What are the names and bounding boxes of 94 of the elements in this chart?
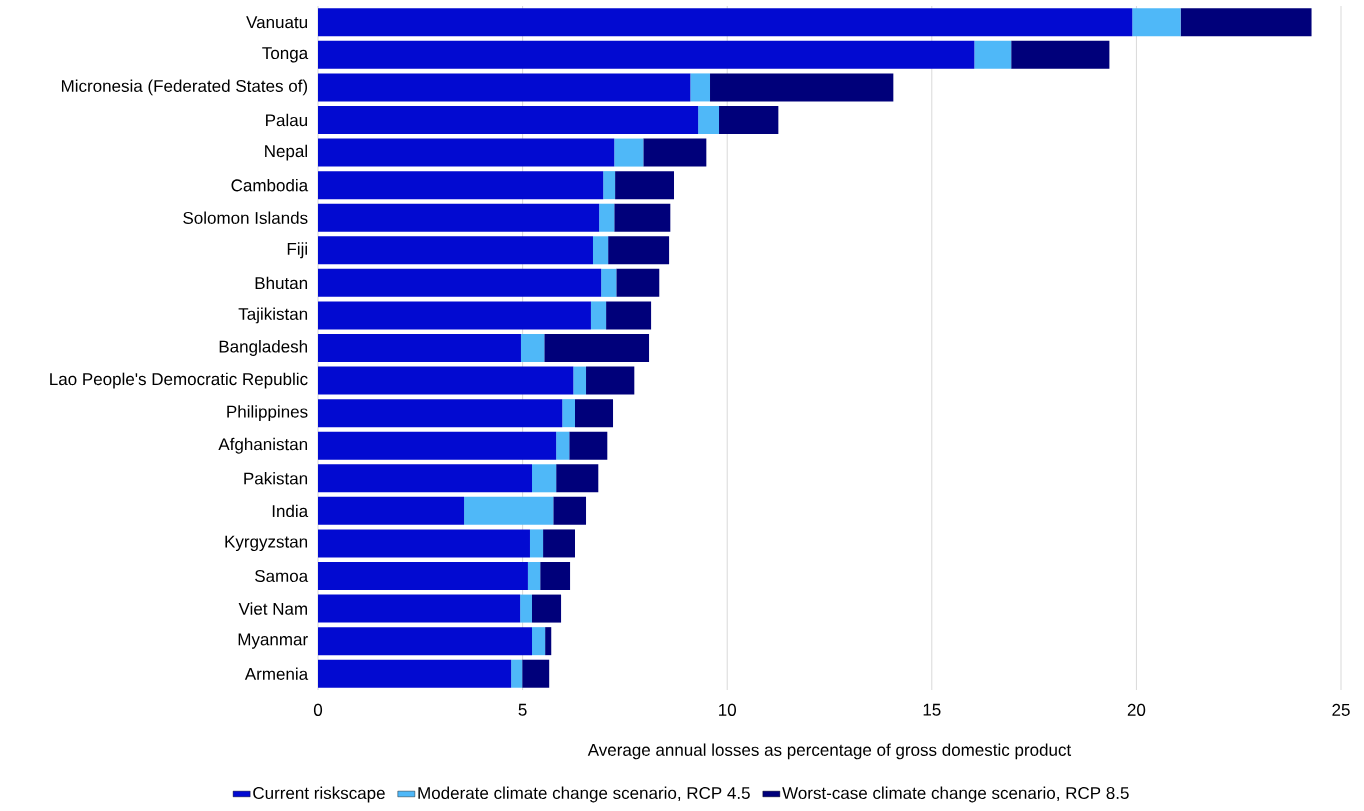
y-tick-label: Cambodia (231, 178, 309, 192)
bar (318, 529, 530, 558)
bar (556, 431, 570, 460)
bar (318, 40, 975, 69)
bar (318, 138, 615, 167)
bar (532, 594, 562, 623)
bar (520, 334, 545, 363)
bar (318, 464, 533, 493)
bar (606, 301, 652, 330)
bar (1180, 8, 1312, 37)
x-tick-label: 0 (313, 703, 323, 716)
bar (608, 236, 670, 265)
bar (318, 659, 512, 688)
bar (574, 399, 614, 428)
legend-label: Current riskscape (253, 786, 385, 803)
bar (318, 106, 699, 135)
bar (511, 659, 523, 688)
bar (318, 399, 563, 428)
bar (522, 659, 550, 688)
bar (1132, 8, 1181, 37)
y-tick-label: Vanuatu (246, 16, 308, 29)
y-tick-label: Nepal (265, 144, 307, 161)
x-tick-label: 5 (518, 703, 527, 716)
bar (586, 366, 635, 395)
y-tick-label: Pakistan (244, 472, 308, 485)
y-tick-label: Lao People's Democratic Republic (50, 372, 308, 389)
bar (690, 73, 711, 102)
y-tick-label: India (272, 504, 309, 518)
bar (520, 594, 533, 623)
x-tick-label: 25 (1332, 703, 1350, 716)
bar (590, 301, 607, 330)
bar (464, 496, 554, 525)
bar (532, 627, 546, 656)
bar (562, 399, 575, 428)
bar (318, 366, 574, 395)
bar (615, 171, 675, 200)
bar (318, 431, 557, 460)
bar (614, 138, 644, 167)
y-tick-label: Afghanistan (218, 437, 308, 454)
y-tick-label: Micronesia (Federated States of) (61, 79, 308, 96)
bar (698, 106, 720, 135)
bar (543, 529, 575, 558)
y-tick-label: Armenia (244, 667, 309, 680)
bar (529, 529, 544, 558)
y-tick-label: Bangladesh (219, 340, 308, 356)
bar (1011, 40, 1110, 69)
bar (318, 334, 521, 363)
y-tick-label: Fiji (287, 242, 307, 259)
y-tick-label: Tonga (262, 47, 309, 63)
legend-label: Worst-case climate change scenario, RCP 8.5 (782, 786, 1129, 803)
y-tick-label: Viet Nam (238, 602, 307, 615)
bar (318, 594, 521, 623)
y-tick-label: Kyrgyzstan (225, 535, 308, 552)
bar (318, 627, 533, 656)
bar (318, 301, 591, 330)
bar (545, 627, 552, 656)
bar (569, 431, 608, 460)
bar (599, 203, 615, 232)
bar (603, 171, 616, 200)
bar (318, 73, 691, 102)
x-axis-title: Average annual losses as percentage of gross domestic product (587, 743, 1072, 760)
bar (318, 268, 602, 297)
bar (318, 562, 528, 591)
bar (710, 73, 894, 102)
bar (318, 236, 593, 265)
y-tick-label: Solomon Islands (183, 211, 308, 224)
x-tick-label: 10 (719, 703, 736, 716)
x-tick-label: 20 (1127, 703, 1146, 716)
y-tick-label: Bhutan (255, 276, 308, 290)
bar (318, 171, 604, 200)
bar (544, 334, 650, 363)
bar (616, 268, 660, 297)
y-tick-label: Palau (266, 113, 307, 127)
legend-label: Moderate climate change scenario, RCP 4.5 (418, 786, 750, 803)
y-tick-label: Samoa (255, 569, 309, 583)
bar (553, 496, 587, 525)
y-tick-label: Myanmar (238, 633, 308, 649)
bar (614, 203, 671, 232)
bar (974, 40, 1012, 69)
bar (527, 562, 541, 591)
y-tick-label: Tajikistan (238, 307, 308, 324)
bar (601, 268, 617, 297)
bar (318, 203, 600, 232)
y-tick-label: Philippines (227, 405, 308, 422)
bar (592, 236, 609, 265)
bar (719, 106, 779, 135)
bar (643, 138, 707, 167)
bar (573, 366, 587, 395)
bar (318, 496, 465, 525)
bar (540, 562, 571, 591)
bar (556, 464, 599, 493)
bar (318, 8, 1133, 37)
bar (532, 464, 557, 493)
x-tick-label: 15 (923, 703, 941, 716)
